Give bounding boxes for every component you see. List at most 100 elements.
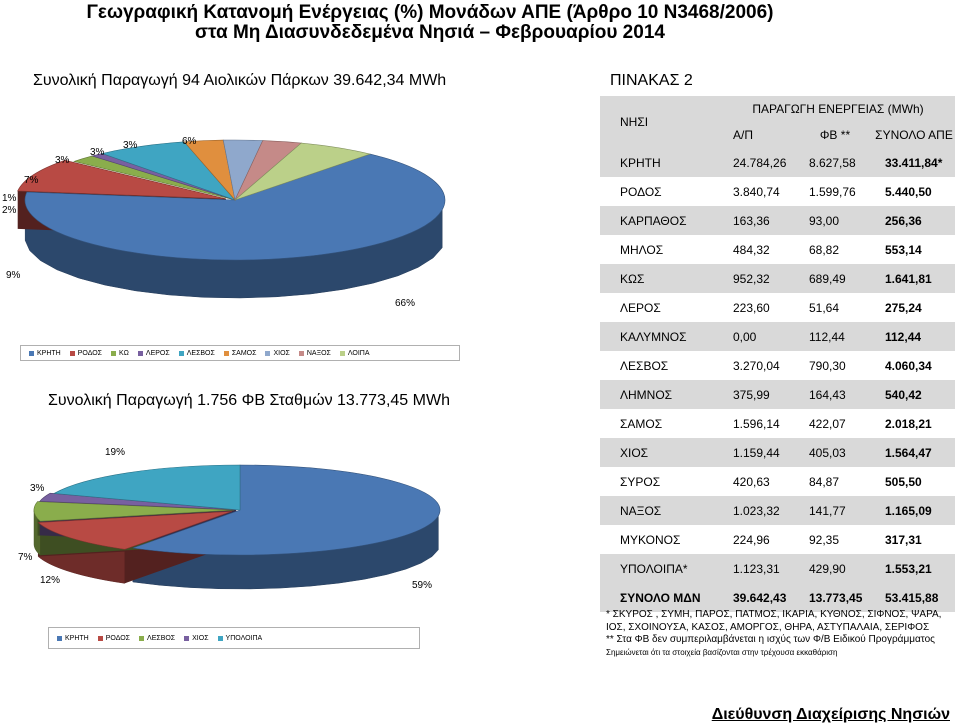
table-row: ΝΑΞΟΣ 1.023,32 141,77 1.165,09 <box>600 496 955 525</box>
legend2-swatch <box>97 635 103 641</box>
table-row: ΚΑΡΠΑΘΟΣ 163,36 93,00 256,36 <box>600 206 955 235</box>
chart1-pie <box>17 139 446 299</box>
cell-total: 275,24 <box>873 293 955 322</box>
pie2-label-κρητη: 59% <box>412 580 433 591</box>
cell-island: ΥΠΟΛΟΙΠΑ* <box>600 554 721 583</box>
legend1-item-λεσβος: ΛΕΣΒΟΣ <box>178 349 215 357</box>
cell-island: ΚΡΗΤΗ <box>600 148 721 177</box>
table-row: ΛΕΡΟΣ 223,60 51,64 275,24 <box>600 293 955 322</box>
legend2-item-λεσβος: ΛΕΣΒΟΣ <box>139 635 175 642</box>
legend1-swatch <box>339 350 345 356</box>
legend2-item-κρητη: ΚΡΗΤΗ <box>57 635 89 642</box>
cell-total: 4.060,34 <box>873 351 955 380</box>
cell-pv: 141,77 <box>797 496 873 525</box>
cell-total: 553,14 <box>873 235 955 264</box>
cell-island: ΣΥΝΟΛΟ ΜΔΝ <box>600 583 721 612</box>
table-row: ΣΥΡΟΣ 420,63 84,87 505,50 <box>600 467 955 496</box>
cell-pv: 8.627,58 <box>797 148 873 177</box>
cell-island: ΧΙΟΣ <box>600 438 721 467</box>
pie2-label-χιος: 3% <box>30 483 45 494</box>
cell-total: 505,50 <box>873 467 955 496</box>
legend1-swatch <box>178 350 184 356</box>
cell-island: ΣΥΡΟΣ <box>600 467 721 496</box>
pie1-label-κω: 2% <box>2 205 17 216</box>
pie1-label-ροδος: 9% <box>6 270 21 281</box>
chart2-title: Συνολική Παραγωγή 1.756 ΦΒ Σταθμών 13.77… <box>48 392 450 409</box>
table-row: ΜΗΛΟΣ 484,32 68,82 553,14 <box>600 235 955 264</box>
legend2-item-υπολοιπα: ΥΠΟΛΟΙΠΑ <box>217 634 263 642</box>
legend1-label: ΣΑΜΟΣ <box>231 349 257 357</box>
cell-wind: 3.270,04 <box>721 351 797 380</box>
cell-total: 1.165,09 <box>873 496 955 525</box>
legend1-label: ΚΩ <box>119 349 129 357</box>
legend2-item-ροδος: ΡΟΔΟΣ <box>97 635 130 642</box>
cell-total: 112,44 <box>873 322 955 351</box>
legend1-label: ΛΕΣΒΟΣ <box>186 349 215 357</box>
legend1-item-χιος: ΧΙΟΣ <box>265 349 290 357</box>
legend1-label: ΛΕΡΟΣ <box>145 349 170 357</box>
pie1-label-κρητη: 66% <box>395 298 416 309</box>
cell-island: ΚΑΡΠΑΘΟΣ <box>600 206 721 235</box>
table-row: ΚΑΛΥΜΝΟΣ 0,00 112,44 112,44 <box>600 322 955 351</box>
cell-island: ΣΑΜΟΣ <box>600 409 721 438</box>
cell-island: ΜΗΛΟΣ <box>600 235 721 264</box>
cell-wind: 0,00 <box>721 322 797 351</box>
table-row: ΥΠΟΛΟΙΠΑ* 1.123,31 429,90 1.553,21 <box>600 554 955 583</box>
legend2-label: ΚΡΗΤΗ <box>65 634 89 642</box>
cell-pv: 790,30 <box>797 351 873 380</box>
pie2-label-υπολοιπα: 19% <box>105 447 126 458</box>
cell-wind: 39.642,43 <box>721 583 797 612</box>
pie1-slice-λοιπα <box>234 142 372 201</box>
table-caption: ΠΙΝΑΚΑΣ 2 <box>610 72 693 89</box>
legend2-swatch <box>57 635 62 641</box>
legend1-label: ΛΟΙΠΑ <box>347 349 370 357</box>
page-title-line2: στα Μη Διασυνδεδεμένα Νησιά – Φεβρουαρίο… <box>195 22 665 43</box>
legend1-item-λερος: ΛΕΡΟΣ <box>137 349 170 357</box>
pie1-label-λερος: 1% <box>2 193 17 204</box>
footer-department: Διεύθυνση Διαχείρισης Νησιών <box>711 706 950 723</box>
cell-total: 317,31 <box>873 525 955 554</box>
legend2-label: ΛΕΣΒΟΣ <box>147 634 176 642</box>
footnotes: * ΣΚΥΡΟΣ , ΣΥΜΗ, ΠΑΡΟΣ, ΠΑΤΜΟΣ, ΙΚΑΡΙΑ, … <box>606 609 956 659</box>
table-row: ΚΡΗΤΗ 24.784,26 8.627,58 33.411,84* <box>600 148 955 177</box>
page-title-line1: Γεωγραφική Κατανομή Ενέργειας (%) Μονάδω… <box>86 2 774 23</box>
cell-pv: 13.773,45 <box>797 583 873 612</box>
header-pv: ΦΒ ** <box>797 121 873 148</box>
cell-pv: 112,44 <box>797 322 873 351</box>
cell-island: ΚΩΣ <box>600 264 721 293</box>
table-row: ΛΗΜΝΟΣ 375,99 164,43 540,42 <box>600 380 955 409</box>
chart2-legend: ΚΡΗΤΗ ΡΟΔΟΣ ΛΕΣΒΟΣ ΧΙΟΣ ΥΠΟΛΟΙΠΑ <box>48 627 420 649</box>
pie2-slice-υπολοιπα <box>53 464 241 511</box>
legend1-item-σαμος: ΣΑΜΟΣ <box>223 349 257 357</box>
legend1-item-κω: ΚΩ <box>111 350 129 357</box>
cell-wind: 163,36 <box>721 206 797 235</box>
legend1-label: ΧΙΟΣ <box>273 349 290 357</box>
pie2-slice-ροδος <box>37 511 233 550</box>
cell-total: 540,42 <box>873 380 955 409</box>
table-row: ΧΙΟΣ 1.159,44 405,03 1.564,47 <box>600 438 955 467</box>
pie1-label-λεσβος: 7% <box>24 175 39 186</box>
cell-wind: 375,99 <box>721 380 797 409</box>
pie1-slice-ροδος <box>17 159 226 200</box>
legend1-swatch <box>69 350 75 356</box>
cell-wind: 1.023,32 <box>721 496 797 525</box>
pie1-slice-κρητη <box>24 153 446 261</box>
cell-pv: 689,49 <box>797 264 873 293</box>
cell-island: ΛΗΜΝΟΣ <box>600 380 721 409</box>
chart1-title: Συνολική Παραγωγή 94 Αιολικών Πάρκων 39.… <box>33 72 447 89</box>
page-title: Γεωγραφική Κατανομή Ενέργειας (%) Μονάδω… <box>40 3 820 43</box>
table-total-row: ΣΥΝΟΛΟ ΜΔΝ 39.642,43 13.773,45 53.415,88 <box>600 583 955 612</box>
cell-wind: 1.159,44 <box>721 438 797 467</box>
legend1-swatch <box>265 350 271 356</box>
cell-total: 2.018,21 <box>873 409 955 438</box>
cell-wind: 484,32 <box>721 235 797 264</box>
cell-pv: 405,03 <box>797 438 873 467</box>
footnote-1: * ΣΚΥΡΟΣ , ΣΥΜΗ, ΠΑΡΟΣ, ΠΑΤΜΟΣ, ΙΚΑΡΙΑ, … <box>606 609 942 633</box>
header-wind: Α/Π <box>721 121 797 148</box>
legend1-item-κρητη: ΚΡΗΤΗ <box>29 350 61 357</box>
pie1-label-σαμος: 3% <box>55 155 70 166</box>
legend2-label: ΥΠΟΛΟΙΠΑ <box>225 634 263 642</box>
cell-pv: 164,43 <box>797 380 873 409</box>
legend1-item-ναξος: ΝΑΞΟΣ <box>298 350 331 357</box>
legend1-item-ροδος: ΡΟΔΟΣ <box>69 350 102 357</box>
